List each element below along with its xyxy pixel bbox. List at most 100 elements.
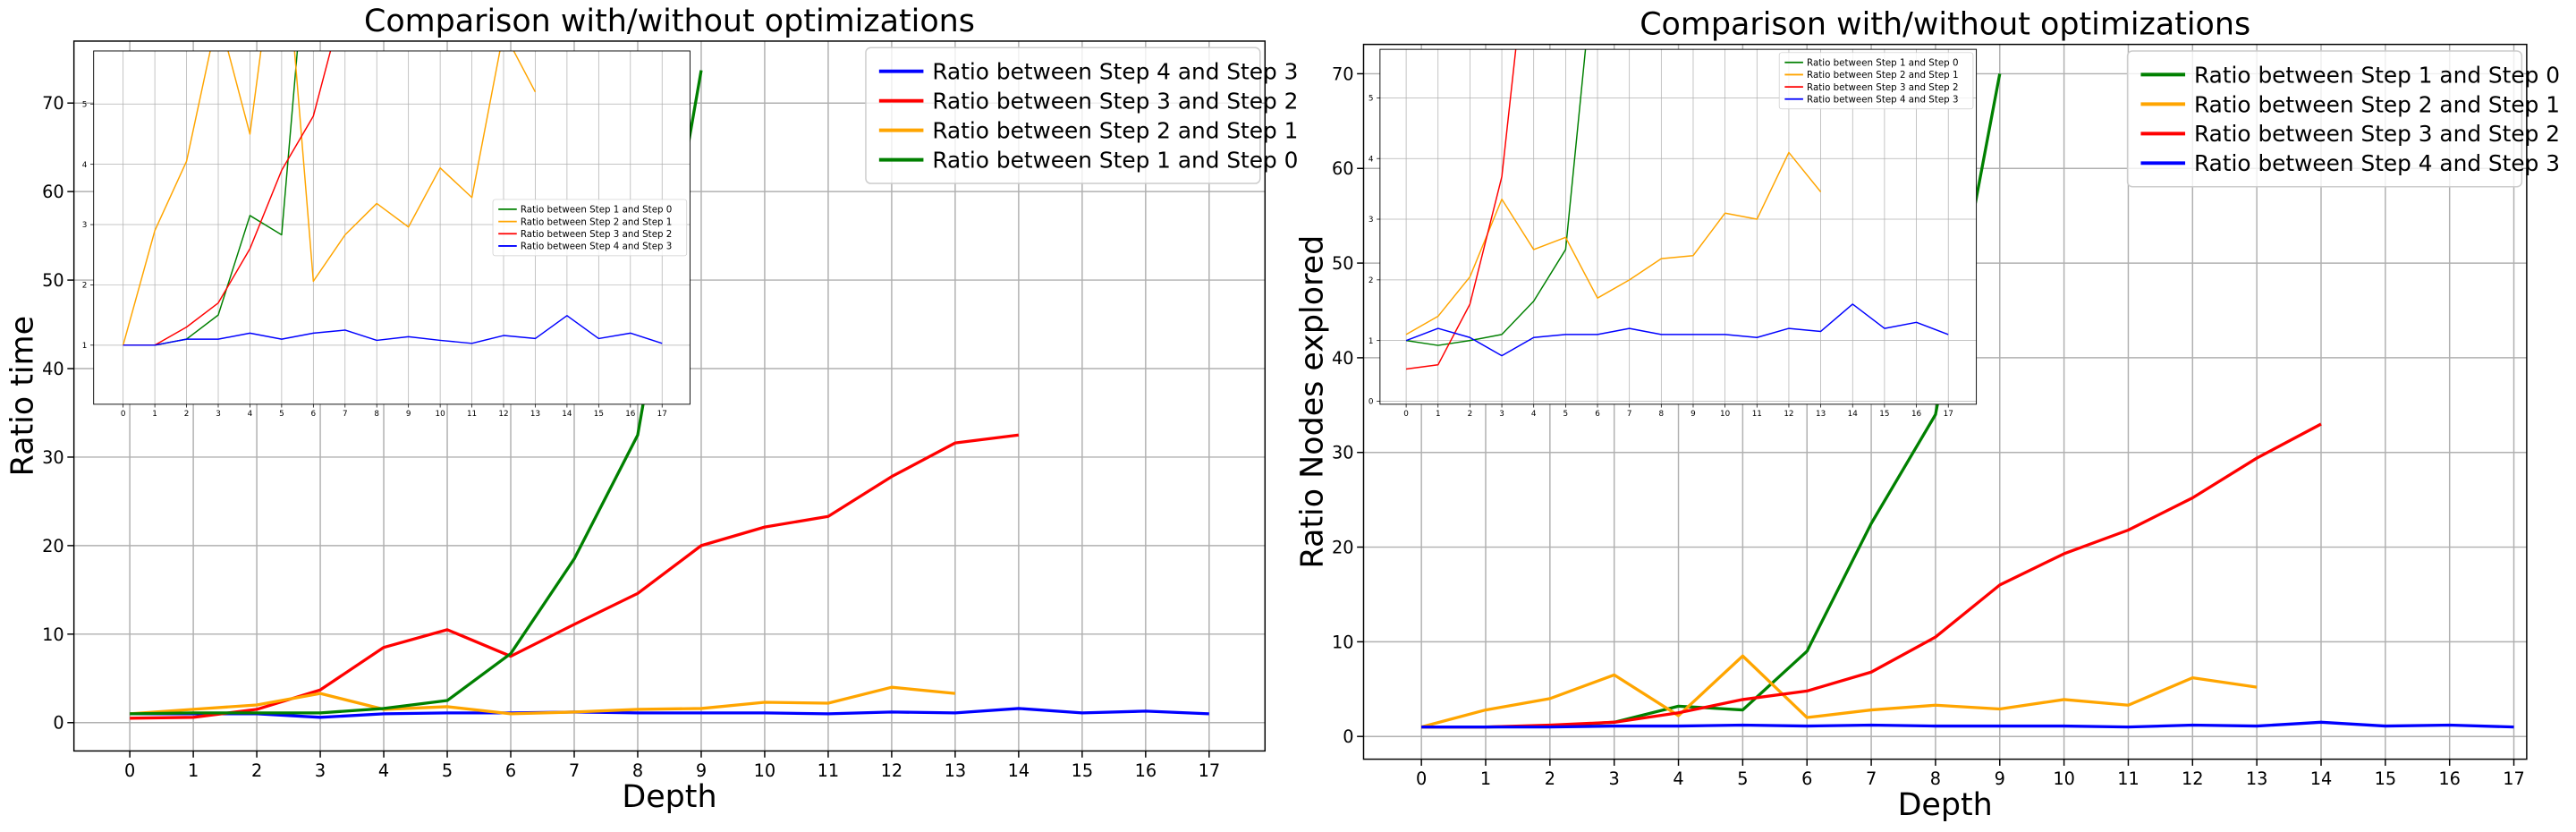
x-tick-label: 5 bbox=[1563, 410, 1569, 419]
legend-label: Ratio between Step 1 and Step 0 bbox=[521, 205, 672, 216]
y-tick-label: 40 bbox=[1332, 348, 1354, 369]
x-tick-label: 7 bbox=[343, 410, 348, 419]
x-tick-label: 1 bbox=[188, 760, 199, 781]
x-tick-label: 4 bbox=[1531, 410, 1537, 419]
legend-label: Ratio between Step 2 and Step 1 bbox=[521, 216, 672, 227]
plot-lines bbox=[130, 70, 1209, 720]
x-tick-label: 11 bbox=[818, 760, 840, 781]
y-axis-label: Ratio time bbox=[5, 316, 41, 476]
legend-label: Ratio between Step 2 and Step 1 bbox=[932, 118, 1298, 144]
x-tick-label: 8 bbox=[1659, 410, 1665, 419]
y-tick-label: 10 bbox=[1332, 632, 1354, 652]
legend-box bbox=[1778, 52, 1974, 110]
y-tick-label: 50 bbox=[42, 270, 64, 291]
y-tick-label: 2 bbox=[82, 282, 88, 291]
y-tick-label: 4 bbox=[82, 161, 88, 170]
x-tick-label: 2 bbox=[184, 410, 190, 419]
x-tick-label: 12 bbox=[2182, 768, 2204, 789]
x-tick-label: 1 bbox=[1480, 768, 1491, 789]
y-tick-label: 40 bbox=[42, 359, 64, 379]
y-tick-label: 20 bbox=[1332, 537, 1354, 557]
y-axis-label: Ratio Nodes explored bbox=[1295, 235, 1331, 569]
x-tick-label: 14 bbox=[1848, 410, 1859, 419]
x-tick-label: 4 bbox=[378, 760, 389, 781]
y-tick-label: 3 bbox=[82, 221, 88, 230]
x-tick-label: 14 bbox=[1008, 760, 1030, 781]
legend-label: Ratio between Step 3 and Step 2 bbox=[2194, 121, 2560, 147]
x-tick-label: 7 bbox=[569, 760, 580, 781]
legend-label: Ratio between Step 1 and Step 0 bbox=[2194, 62, 2560, 88]
x-tick-label: 13 bbox=[2246, 768, 2268, 789]
plot-frame bbox=[93, 50, 691, 405]
series-line bbox=[123, 315, 663, 346]
x-tick-label: 11 bbox=[467, 410, 477, 419]
y-tick-label: 70 bbox=[42, 93, 64, 114]
x-tick-label: 17 bbox=[1199, 760, 1221, 781]
y-tick-label: 0 bbox=[53, 713, 64, 734]
series-line bbox=[1405, 151, 1822, 335]
y-tick-label: 20 bbox=[42, 536, 64, 556]
legend-label: Ratio between Step 4 and Step 3 bbox=[932, 59, 1298, 85]
x-tick-label: 9 bbox=[406, 410, 411, 419]
x-tick-label: 0 bbox=[1416, 768, 1427, 789]
x-tick-label: 13 bbox=[1816, 410, 1826, 419]
x-tick-label: 11 bbox=[2117, 768, 2140, 789]
legend-label: Ratio between Step 3 and Step 2 bbox=[521, 229, 672, 240]
x-tick-label: 2 bbox=[1545, 768, 1555, 789]
x-tick-label: 6 bbox=[311, 410, 317, 419]
x-tick-label: 13 bbox=[945, 760, 967, 781]
y-tick-label: 70 bbox=[1332, 64, 1354, 84]
x-tick-label: 16 bbox=[625, 410, 636, 419]
x-tick-label: 5 bbox=[442, 760, 453, 781]
plot-lines bbox=[1405, 49, 1949, 370]
legend-label: Ratio between Step 4 and Step 3 bbox=[2194, 150, 2560, 176]
x-tick-label: 6 bbox=[1595, 410, 1600, 419]
x-tick-label: 14 bbox=[562, 410, 572, 419]
x-tick-label: 2 bbox=[1468, 410, 1473, 419]
x-tick-label: 15 bbox=[2375, 768, 2397, 789]
y-tick-label: 3 bbox=[1368, 216, 1374, 225]
legend-label: Ratio between Step 4 and Step 3 bbox=[521, 242, 672, 252]
x-tick-label: 7 bbox=[1627, 410, 1632, 419]
x-tick-label: 10 bbox=[1720, 410, 1731, 419]
x-tick-label: 9 bbox=[696, 760, 707, 781]
x-tick-label: 17 bbox=[657, 410, 667, 419]
main-chart: 0 1 2 3 4 5 6 7 8 9 10 11 12 13 14 15 16 1701020304050607… bbox=[1295, 7, 2560, 823]
legend-label: Ratio between Step 4 and Step 3 bbox=[1807, 95, 1958, 106]
x-tick-label: 9 bbox=[1995, 768, 2005, 789]
x-tick-label: 5 bbox=[279, 410, 284, 419]
x-tick-label: 4 bbox=[1673, 768, 1683, 789]
x-tick-label: 0 bbox=[124, 760, 135, 781]
legend-label: Ratio between Step 3 and Step 2 bbox=[1807, 82, 1958, 93]
series-line bbox=[130, 433, 1020, 720]
x-tick-label: 10 bbox=[2053, 768, 2075, 789]
x-tick-label: 8 bbox=[1930, 768, 1941, 789]
legend-box bbox=[865, 47, 1261, 184]
x-tick-label: 9 bbox=[1690, 410, 1696, 419]
x-tick-label: 0 bbox=[1403, 410, 1409, 419]
x-tick-label: 15 bbox=[1072, 760, 1094, 781]
legend-label: Ratio between Step 2 and Step 1 bbox=[1807, 70, 1958, 81]
y-tick-label: 5 bbox=[1368, 95, 1374, 104]
legend-label: Ratio between Step 2 and Step 1 bbox=[2194, 91, 2560, 117]
y-tick-label: 60 bbox=[1332, 158, 1354, 179]
x-tick-label: 10 bbox=[436, 410, 446, 419]
x-tick-label: 16 bbox=[2438, 768, 2461, 789]
x-tick-label: 16 bbox=[1911, 410, 1922, 419]
y-tick-label: 30 bbox=[42, 447, 64, 468]
x-tick-label: 6 bbox=[505, 760, 516, 781]
plot-lines bbox=[1420, 73, 2514, 729]
chart-title: Comparison with/without optimizations bbox=[1640, 7, 2250, 43]
x-tick-label: 1 bbox=[1436, 410, 1441, 419]
chart-title: Comparison with/without optimizations bbox=[364, 4, 975, 39]
x-tick-label: 17 bbox=[1944, 410, 1953, 419]
plot-frame bbox=[72, 40, 1267, 752]
series-line bbox=[1420, 654, 2258, 729]
legend-label: Ratio between Step 1 and Step 0 bbox=[1807, 57, 1958, 68]
x-tick-label: 3 bbox=[1609, 768, 1620, 789]
legend-box bbox=[2126, 50, 2523, 188]
plot-frame bbox=[1362, 43, 2528, 760]
